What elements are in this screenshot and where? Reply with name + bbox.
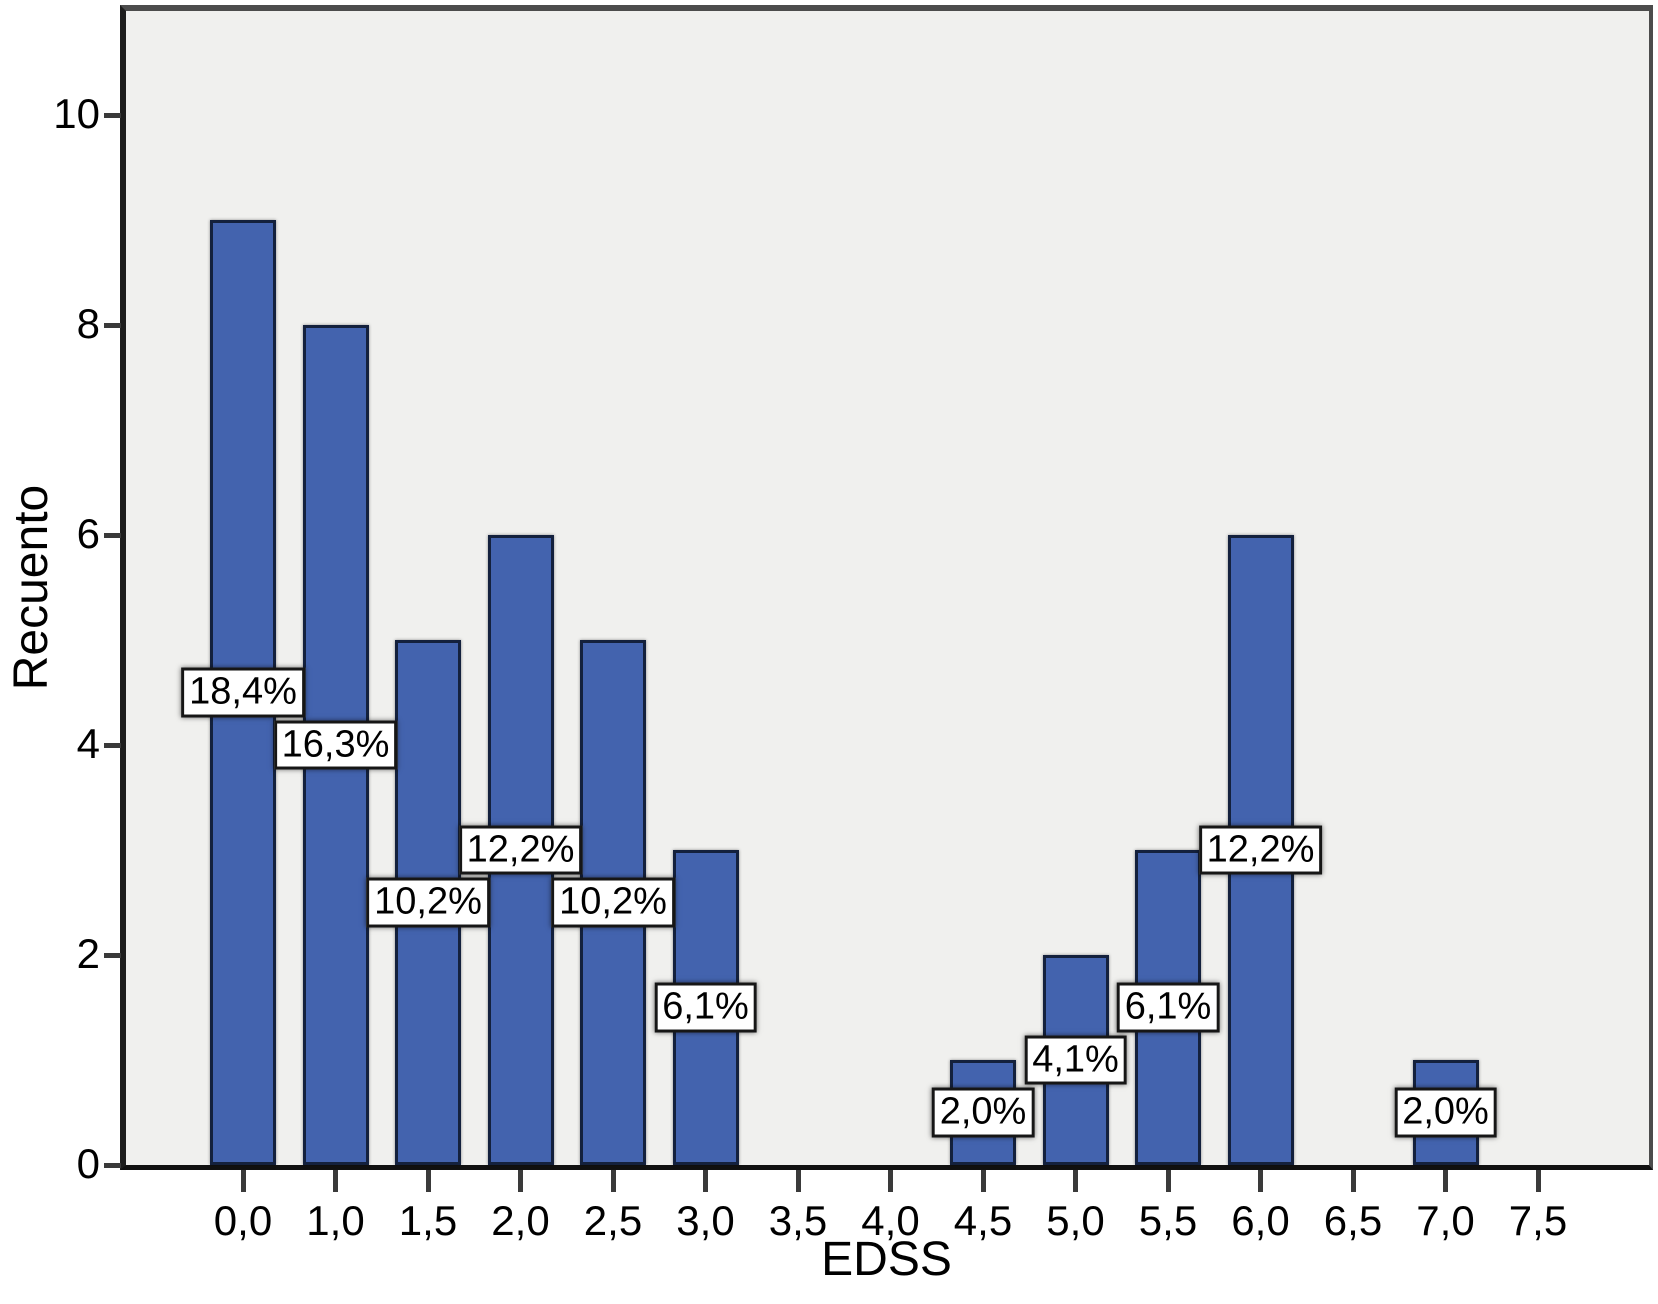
bar-value-label: 10,2% — [551, 877, 675, 928]
bar-value-label: 16,3% — [273, 720, 398, 770]
y-tick-label: 0 — [76, 1140, 100, 1188]
x-tick-label: 1,0 — [306, 1197, 365, 1244]
x-tick-label: 7,0 — [1416, 1197, 1475, 1244]
y-tick-label: 4 — [76, 720, 100, 768]
x-tick-mark — [1535, 1170, 1541, 1192]
y-tick-mark — [104, 743, 121, 748]
bar-value-label: 12,2% — [1198, 825, 1323, 875]
y-tick-label: 2 — [76, 930, 100, 978]
y-tick-label: 6 — [76, 510, 100, 558]
y-tick-mark — [104, 113, 121, 118]
x-tick-mark — [610, 1170, 616, 1192]
x-tick-label: 3,5 — [768, 1197, 828, 1244]
x-tick-label: 6,5 — [1323, 1197, 1383, 1244]
bar-value-label: 10,2% — [366, 877, 490, 928]
x-tick-label: 5,0 — [1046, 1197, 1105, 1244]
y-tick-label: 10 — [53, 90, 100, 138]
bar-value-label: 6,1% — [1116, 982, 1220, 1033]
x-tick-label: 6,0 — [1231, 1197, 1290, 1244]
x-tick-label: 2,5 — [583, 1197, 643, 1244]
bar-value-label: 18,4% — [181, 667, 305, 718]
x-tick-label: 7,5 — [1508, 1197, 1568, 1244]
y-tick-mark — [104, 1163, 121, 1168]
x-tick-label: 1,5 — [398, 1197, 458, 1244]
x-tick-mark — [795, 1170, 801, 1192]
bar-value-label: 12,2% — [458, 825, 583, 875]
x-tick-label: 2,0 — [491, 1197, 550, 1244]
x-tick-mark — [333, 1170, 338, 1192]
x-tick-mark — [1258, 1170, 1263, 1192]
x-tick-mark — [1165, 1170, 1171, 1192]
y-tick-mark — [104, 953, 121, 958]
x-tick-mark — [888, 1170, 893, 1192]
x-tick-mark — [703, 1170, 708, 1192]
x-tick-mark — [1443, 1170, 1448, 1192]
x-tick-label: 0,0 — [213, 1197, 273, 1244]
bar-value-label: 2,0% — [1394, 1087, 1497, 1138]
plot-area: 18,4% 16,3% 10,2% 12,2% 10,2% 6,1% 2,0% 4,1% 6,1… — [120, 5, 1653, 1170]
x-tick-mark — [980, 1170, 986, 1192]
bar-value-label: 4,1% — [1024, 1035, 1127, 1085]
y-tick-label: 8 — [76, 300, 100, 348]
x-tick-mark — [240, 1170, 246, 1192]
x-tick-mark — [518, 1170, 523, 1192]
bar-value-label: 6,1% — [654, 982, 757, 1033]
bar-value-label: 2,0% — [931, 1087, 1035, 1138]
x-tick-mark — [425, 1170, 431, 1192]
x-axis-title: EDSS — [821, 1233, 952, 1286]
x-tick-label: 4,5 — [953, 1197, 1013, 1244]
x-tick-label: 3,0 — [676, 1197, 735, 1244]
y-tick-mark — [104, 323, 121, 328]
x-tick-label: 4,0 — [861, 1197, 920, 1244]
y-axis-title-container: Recuento — [0, 5, 64, 1170]
x-tick-label: 5,5 — [1138, 1197, 1198, 1244]
y-tick-mark — [104, 533, 121, 538]
x-tick-mark — [1350, 1170, 1356, 1192]
x-tick-mark — [1073, 1170, 1078, 1192]
